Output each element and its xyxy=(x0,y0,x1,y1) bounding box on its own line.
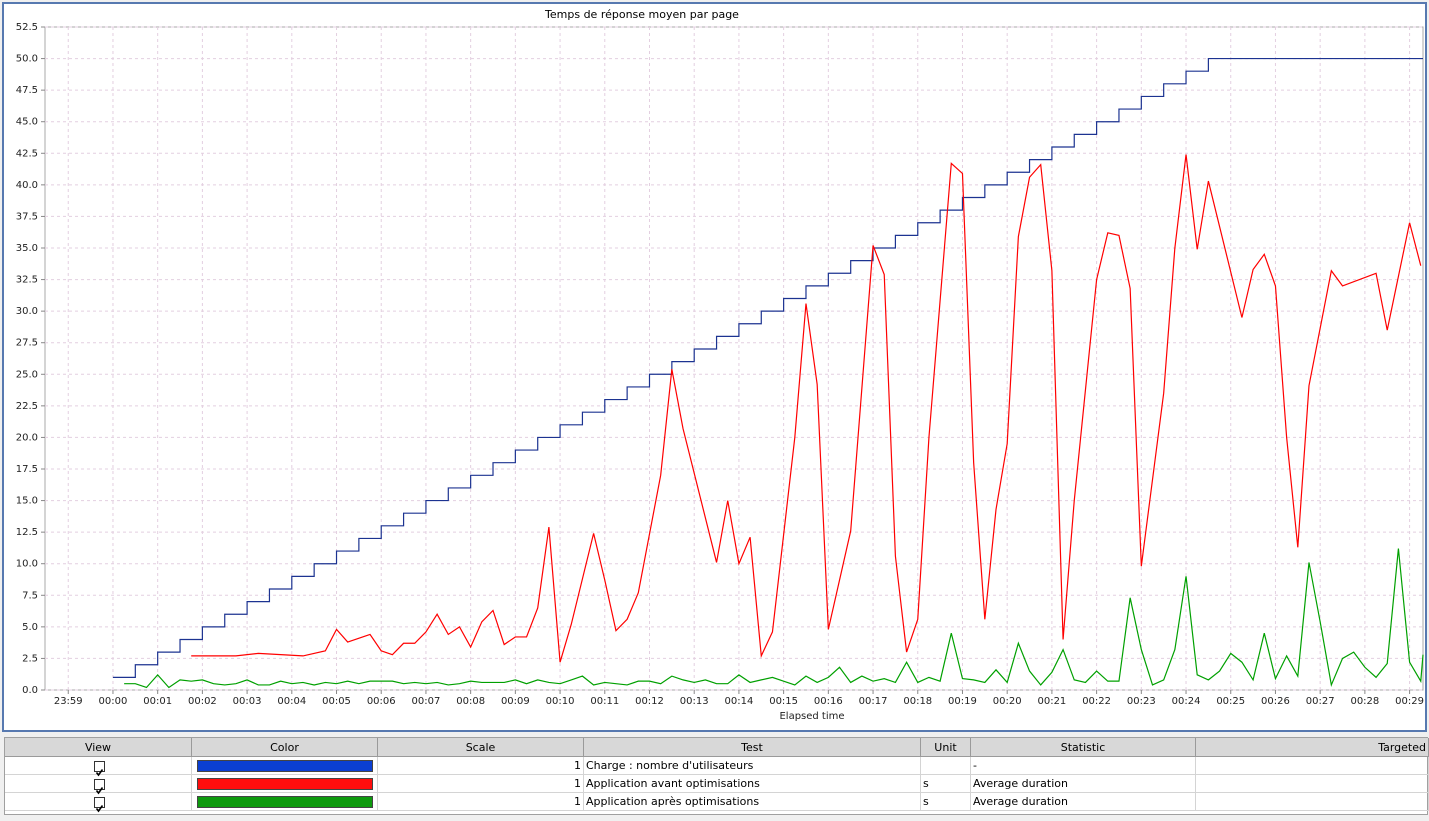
table-cell: Application après optimisations xyxy=(584,793,921,811)
y-tick-label: 0.0 xyxy=(22,685,38,696)
x-tick-label: 00:01 xyxy=(143,696,172,707)
y-tick-label: 12.5 xyxy=(16,527,38,538)
view-checkbox[interactable] xyxy=(94,779,105,795)
x-tick-label: 00:06 xyxy=(367,696,396,707)
x-tick-label: 00:20 xyxy=(993,696,1022,707)
x-tick-label: 00:09 xyxy=(501,696,530,707)
column-header[interactable]: Color xyxy=(192,738,378,757)
x-tick-label: 00:08 xyxy=(456,696,485,707)
y-tick-label: 5.0 xyxy=(22,622,38,633)
y-tick-label: 7.5 xyxy=(22,590,38,601)
table-cell: 1 xyxy=(378,775,584,793)
check-mark xyxy=(95,805,104,813)
x-tick-label: 00:25 xyxy=(1216,696,1245,707)
table-cell: - xyxy=(971,757,1196,775)
column-header[interactable]: Test xyxy=(584,738,921,757)
color-swatch[interactable] xyxy=(197,778,373,790)
y-tick-label: 17.5 xyxy=(16,464,38,475)
x-tick-label: 00:17 xyxy=(859,696,888,707)
x-tick-label: 00:00 xyxy=(99,696,128,707)
check-mark xyxy=(95,769,104,777)
chart: Temps de réponse moyen par page Elapsed … xyxy=(2,2,1427,732)
x-tick-label: 00:16 xyxy=(814,696,843,707)
table-cell: s xyxy=(921,775,971,793)
y-tick-label: 32.5 xyxy=(16,275,38,286)
column-header[interactable]: Scale xyxy=(378,738,584,757)
y-tick-label: 50.0 xyxy=(16,54,38,65)
series-line xyxy=(191,154,1422,663)
x-tick-label: 00:15 xyxy=(769,696,798,707)
x-tick-label: 00:27 xyxy=(1306,696,1335,707)
x-tick-label: 00:13 xyxy=(680,696,709,707)
y-tick-label: 10.0 xyxy=(16,559,38,570)
y-tick-label: 27.5 xyxy=(16,338,38,349)
x-tick-label: 00:29 xyxy=(1395,696,1424,707)
column-header[interactable]: Unit xyxy=(921,738,971,757)
check-mark xyxy=(95,787,104,795)
series-line xyxy=(124,548,1424,689)
y-tick-label: 47.5 xyxy=(16,85,38,96)
table-cell: Average duration xyxy=(971,775,1196,793)
table-cell xyxy=(192,775,378,793)
x-tick-label: 00:24 xyxy=(1172,696,1201,707)
y-tick-label: 45.0 xyxy=(16,117,38,128)
x-tick-label: 00:26 xyxy=(1261,696,1290,707)
y-tick-label: 40.0 xyxy=(16,180,38,191)
table-cell xyxy=(1196,793,1429,811)
table-cell: 1 xyxy=(378,757,584,775)
table-cell: Application avant optimisations xyxy=(584,775,921,793)
x-tick-label: 00:05 xyxy=(322,696,351,707)
x-tick-label: 00:04 xyxy=(277,696,306,707)
table-cell xyxy=(1196,757,1429,775)
x-tick-label: 00:19 xyxy=(948,696,977,707)
x-tick-label: 00:28 xyxy=(1350,696,1379,707)
color-swatch[interactable] xyxy=(197,796,373,808)
series-line xyxy=(112,57,1423,678)
y-tick-label: 2.5 xyxy=(22,653,38,664)
y-tick-label: 52.5 xyxy=(16,22,38,33)
x-tick-label: 23:59 xyxy=(54,696,83,707)
column-header[interactable]: View xyxy=(5,738,192,757)
x-tick-label: 00:07 xyxy=(412,696,441,707)
table-cell: Charge : nombre d'utilisateurs xyxy=(584,757,921,775)
column-header[interactable]: Targeted xyxy=(1196,738,1429,757)
x-tick-label: 00:03 xyxy=(233,696,262,707)
y-tick-label: 35.0 xyxy=(16,243,38,254)
x-tick-label: 00:14 xyxy=(725,696,754,707)
x-tick-label: 00:12 xyxy=(635,696,664,707)
x-tick-label: 00:22 xyxy=(1082,696,1111,707)
table-cell xyxy=(921,757,971,775)
x-tick-label: 00:02 xyxy=(188,696,217,707)
table-cell xyxy=(192,757,378,775)
view-checkbox[interactable] xyxy=(94,797,105,813)
column-header[interactable]: Statistic xyxy=(971,738,1196,757)
table-cell xyxy=(192,793,378,811)
x-tick-label: 00:21 xyxy=(1037,696,1066,707)
y-tick-label: 20.0 xyxy=(16,432,38,443)
y-tick-label: 22.5 xyxy=(16,401,38,412)
y-tick-label: 37.5 xyxy=(16,211,38,222)
series-table: View Color Scale Test Unit Statistic Targeted 1… xyxy=(4,737,1429,815)
x-tick-label: 00:11 xyxy=(590,696,619,707)
y-tick-label: 15.0 xyxy=(16,496,38,507)
x-tick-label: 00:23 xyxy=(1127,696,1156,707)
plot-area xyxy=(44,26,1424,691)
x-axis-label: Elapsed time xyxy=(779,711,844,722)
table-cell: s xyxy=(921,793,971,811)
table-cell: Average duration xyxy=(971,793,1196,811)
x-tick-label: 00:18 xyxy=(903,696,932,707)
y-tick-label: 42.5 xyxy=(16,148,38,159)
chart-title: Temps de réponse moyen par page xyxy=(544,8,739,21)
x-tick-label: 00:10 xyxy=(546,696,575,707)
table-cell: 1 xyxy=(378,793,584,811)
y-tick-label: 25.0 xyxy=(16,369,38,380)
color-swatch[interactable] xyxy=(197,760,373,772)
view-checkbox[interactable] xyxy=(94,761,105,777)
table-cell xyxy=(1196,775,1429,793)
y-tick-label: 30.0 xyxy=(16,306,38,317)
